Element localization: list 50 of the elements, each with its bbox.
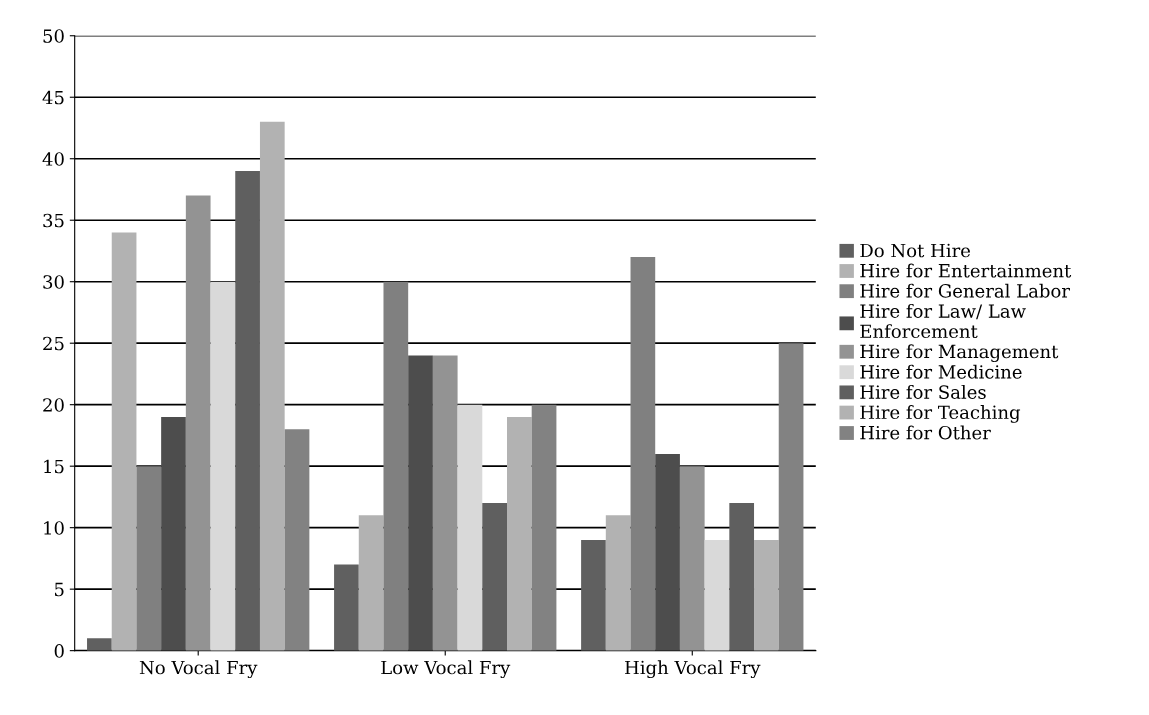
bar bbox=[457, 404, 483, 651]
bar bbox=[136, 466, 162, 651]
bar bbox=[358, 515, 384, 651]
bar bbox=[161, 416, 186, 651]
y-tick-label: 15 bbox=[44, 459, 64, 474]
bar bbox=[581, 539, 606, 651]
bar bbox=[235, 171, 260, 651]
y-tick-label: 30 bbox=[43, 275, 64, 289]
bar bbox=[87, 638, 112, 651]
bar bbox=[704, 539, 730, 651]
y-tick-label: 0 bbox=[54, 644, 64, 658]
legend-label: Hire for Medicine bbox=[860, 364, 1022, 379]
y-tick-label: 25 bbox=[43, 336, 64, 351]
bar bbox=[284, 429, 310, 651]
bar bbox=[334, 564, 359, 651]
x-tick-label: No Vocal Fry bbox=[139, 660, 258, 679]
legend-label: Hire for Management bbox=[860, 344, 1059, 363]
y-tick-label: 40 bbox=[42, 152, 64, 166]
bar bbox=[383, 281, 409, 651]
bar bbox=[605, 515, 631, 651]
bar bbox=[408, 355, 433, 651]
bar bbox=[432, 355, 458, 651]
bar bbox=[729, 503, 755, 651]
bar bbox=[507, 416, 532, 651]
bar bbox=[630, 257, 656, 651]
bar bbox=[679, 466, 705, 651]
y-tick-label: 5 bbox=[55, 582, 64, 597]
bar bbox=[482, 503, 507, 651]
bar bbox=[778, 343, 804, 651]
x-tick-label: Low Vocal Fry bbox=[381, 660, 511, 679]
legend-label: Hire for Teaching bbox=[860, 405, 1021, 423]
legend-label: Hire for Sales bbox=[860, 384, 986, 399]
bar bbox=[754, 539, 779, 651]
bar bbox=[655, 453, 680, 651]
y-tick-label: 20 bbox=[43, 398, 64, 412]
bar bbox=[210, 281, 236, 651]
x-tick-label: High Vocal Fry bbox=[625, 660, 761, 679]
bar bbox=[259, 121, 285, 651]
bar bbox=[531, 404, 557, 651]
y-tick-label: 35 bbox=[43, 213, 64, 228]
legend-label: Hire for Other bbox=[860, 425, 991, 440]
bar bbox=[111, 232, 137, 651]
legend-label: Hire for Entertainment bbox=[860, 263, 1072, 278]
y-tick-label: 45 bbox=[42, 90, 64, 105]
bar bbox=[185, 195, 211, 651]
y-tick-label: 50 bbox=[43, 29, 64, 43]
legend-label: Hire for Law/ Law Enforcement bbox=[860, 303, 1026, 339]
legend-label: Do Not Hire bbox=[860, 243, 970, 258]
y-tick-label: 10 bbox=[44, 521, 64, 535]
legend-label: Hire for General Labor bbox=[860, 283, 1070, 298]
